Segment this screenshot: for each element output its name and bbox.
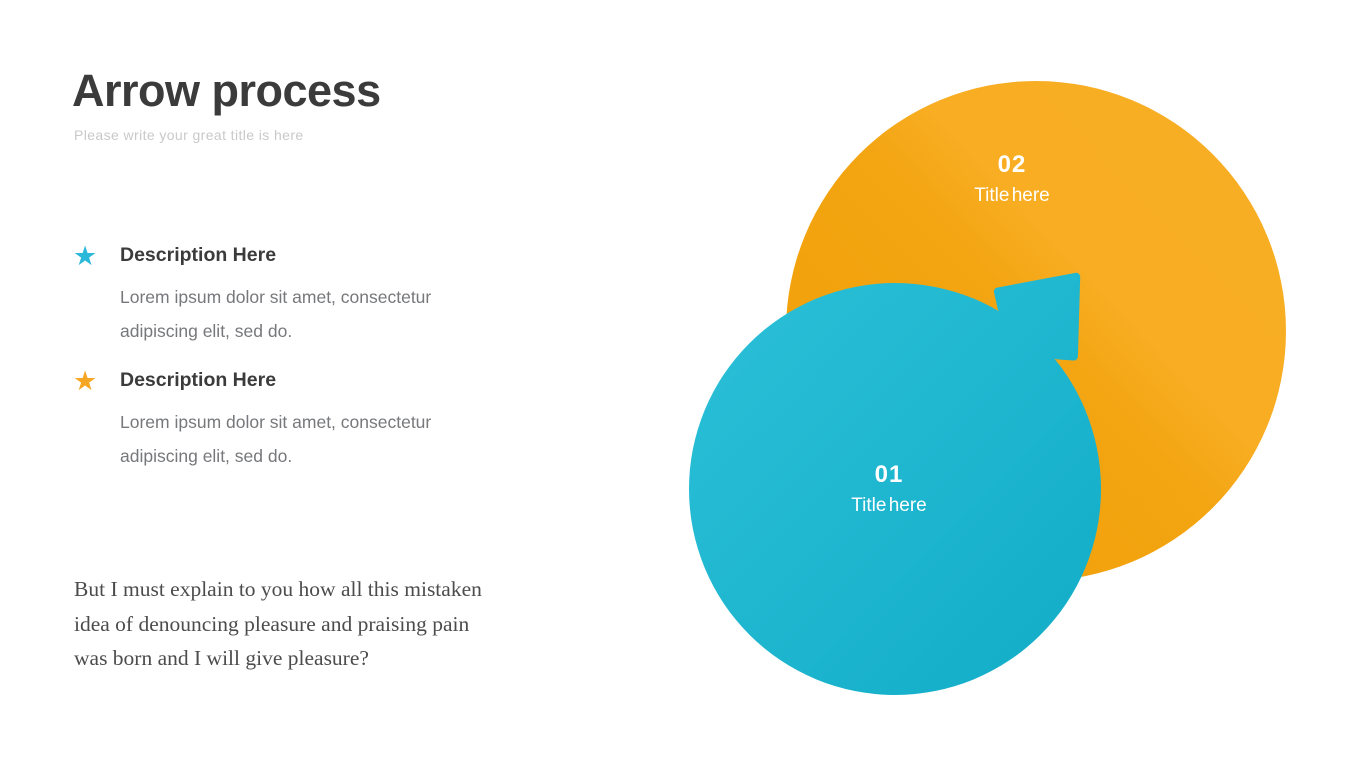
step-2-label-group: 02 Title here (902, 152, 1122, 207)
feature-item-1: ★ Description Here Lorem ipsum dolor sit… (73, 243, 513, 348)
step-1-title: Title here (851, 495, 927, 516)
feature-body-line: Lorem ipsum dolor sit amet, consectetur (120, 287, 432, 307)
step-2-number: 02 (997, 151, 1027, 178)
quote-line: was born and I will give pleasure? (74, 646, 369, 670)
star-icon: ★ (73, 241, 98, 271)
quote-line: But I must explain to you how all this m… (74, 577, 482, 601)
quote-paragraph: But I must explain to you how all this m… (74, 572, 594, 676)
feature-heading: Description Here (120, 369, 277, 391)
feature-body-line: Lorem ipsum dolor sit amet, consectetur (120, 412, 432, 432)
feature-body-line: adipiscing elit, sed do. (120, 321, 293, 341)
step-1-number: 01 (874, 461, 904, 488)
feature-text: Description Here Lorem ipsum dolor sit a… (120, 368, 431, 473)
feature-text: Description Here Lorem ipsum dolor sit a… (120, 243, 431, 348)
quote-line: idea of denouncing pleasure and praising… (74, 611, 470, 636)
feature-item-2: ★ Description Here Lorem ipsum dolor sit… (73, 368, 513, 473)
step-1-label-group: 01 Title here (779, 462, 999, 517)
feature-heading: Description Here (120, 244, 277, 266)
step-2-title: Title here (974, 185, 1050, 206)
star-icon: ★ (73, 366, 98, 396)
page-subtitle: Please write your great title is here (74, 127, 304, 143)
page-title: Arrow process (72, 65, 381, 116)
process-arrow-icon (871, 272, 1081, 510)
feature-body-line: adipiscing elit, sed do. (120, 446, 293, 466)
